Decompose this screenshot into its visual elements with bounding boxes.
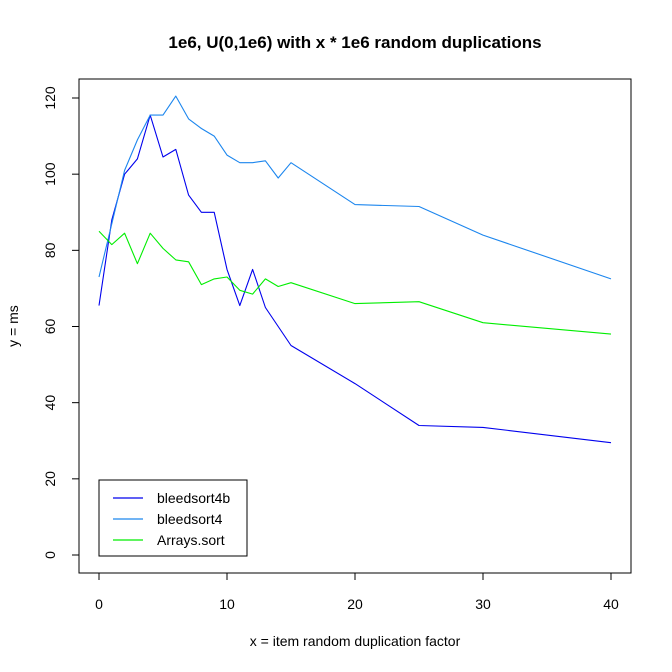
y-tick-label: 40	[42, 395, 58, 411]
y-axis-label: y = ms	[5, 305, 21, 347]
series-line-arrays-sort	[98, 230, 612, 335]
series-line-bleedsort4b	[98, 114, 612, 444]
y-axis: 0 20 40 60 80 100 120	[42, 86, 80, 559]
x-tick-label: 0	[95, 596, 103, 612]
x-tick-label: 10	[219, 596, 235, 612]
y-tick-label: 120	[42, 86, 58, 110]
legend-label: bleedsort4b	[157, 490, 230, 506]
y-tick-label: 100	[42, 162, 58, 186]
y-tick-label: 0	[42, 551, 58, 559]
x-tick-label: 20	[347, 596, 363, 612]
legend-box	[98, 479, 248, 557]
legend: bleedsort4b bleedsort4 Arrays.sort	[98, 479, 248, 557]
x-axis-label: x = item random duplication factor	[250, 633, 461, 649]
series-lines	[98, 95, 612, 444]
y-tick-label: 80	[42, 242, 58, 258]
x-axis: 0 10 20 30 40	[95, 572, 619, 612]
legend-label: bleedsort4	[157, 511, 223, 527]
x-tick-label: 40	[603, 596, 619, 612]
series-line-bleedsort4	[98, 95, 612, 280]
legend-label: Arrays.sort	[157, 532, 225, 548]
chart-title: 1e6, U(0,1e6) with x * 1e6 random duplic…	[168, 33, 541, 52]
y-tick-label: 60	[42, 319, 58, 335]
y-tick-label: 20	[42, 471, 58, 487]
x-tick-label: 30	[475, 596, 491, 612]
